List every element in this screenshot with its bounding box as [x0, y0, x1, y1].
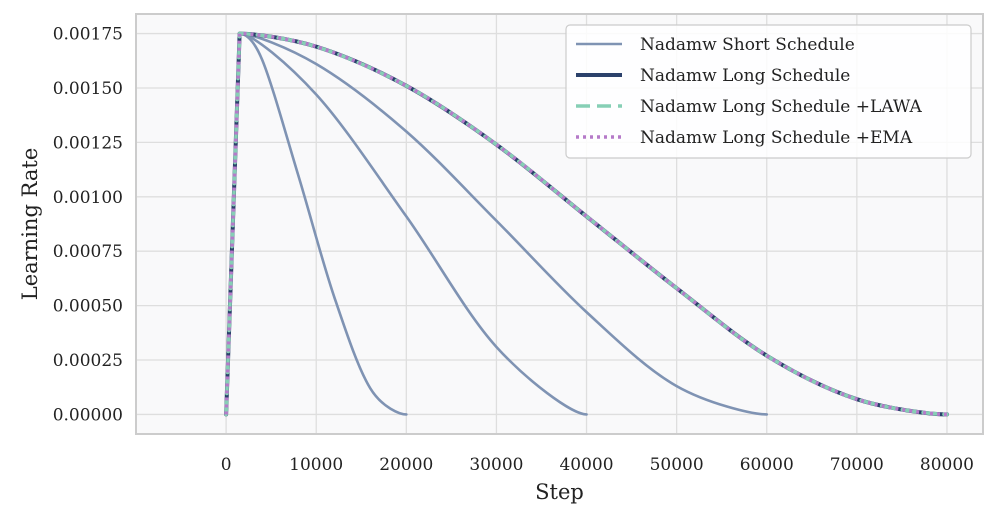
legend-items: Nadamw Short Schedule Nadamw Long Schedul…	[576, 35, 923, 148]
y-tick-label: 0.00175	[53, 25, 123, 45]
y-tick-label: 0.00050	[53, 297, 123, 317]
x-tick-label: 10000	[289, 455, 343, 475]
plot-frame	[135, 13, 984, 435]
legend-box	[565, 24, 972, 159]
y-tick-label: 0.00150	[53, 79, 123, 99]
y-tick-label: 0.00025	[53, 351, 123, 371]
legend-label: Nadamw Long Schedule	[640, 66, 850, 86]
y-tick-label: 0.00000	[53, 405, 123, 425]
x-tick-labels: 0 10000 20000 30000 40000 50000 60000 70000 8000…	[221, 455, 974, 475]
y-tick-label: 0.00100	[53, 188, 123, 208]
x-tick-label: 0	[221, 455, 232, 475]
x-tick-label: 50000	[650, 455, 704, 475]
x-axis-title: Step	[535, 480, 584, 504]
legend: Nadamw Short Schedule Nadamw Long Schedul…	[565, 24, 972, 159]
y-tick-labels: 0.00000 0.00025 0.00050 0.00075 0.00100 0.001…	[53, 25, 123, 426]
series-line-1	[224, 32, 408, 416]
x-tick-label: 40000	[559, 455, 613, 475]
x-tick-label: 60000	[740, 455, 794, 475]
series-line-2	[224, 32, 588, 416]
series-lines	[224, 31, 949, 417]
y-tick-label: 0.00125	[53, 133, 123, 153]
series-line-3	[224, 32, 769, 416]
x-tick-label: 30000	[469, 455, 523, 475]
legend-label: Nadamw Long Schedule +EMA	[640, 128, 913, 148]
y-axis-title: Learning Rate	[18, 148, 42, 301]
legend-label: Nadamw Long Schedule +LAWA	[640, 97, 923, 117]
x-tick-label: 20000	[379, 455, 433, 475]
series-line-5	[224, 31, 949, 417]
x-tick-label: 80000	[920, 455, 974, 475]
legend-label: Nadamw Short Schedule	[640, 35, 855, 55]
y-tick-label: 0.00075	[53, 242, 123, 262]
x-tick-label: 70000	[830, 455, 884, 475]
